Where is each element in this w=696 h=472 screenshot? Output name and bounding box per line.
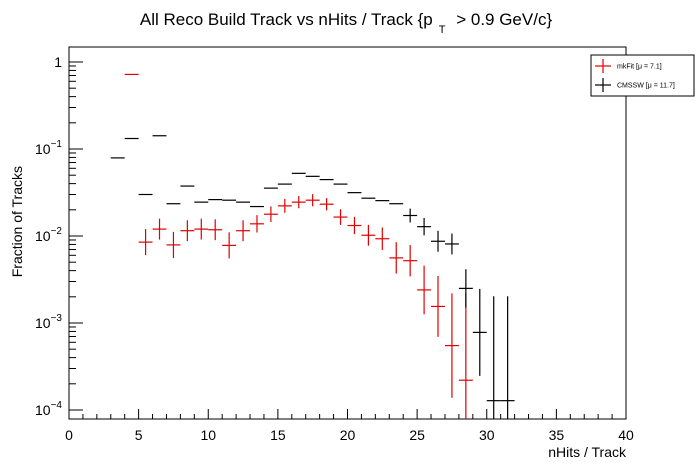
data-point	[152, 218, 167, 240]
data-point	[486, 296, 501, 419]
data-point	[319, 198, 334, 211]
data-point	[194, 218, 209, 240]
data-point	[417, 265, 432, 315]
data-point	[403, 245, 418, 277]
data-point	[500, 296, 515, 419]
data-point	[333, 209, 348, 225]
data-point	[431, 230, 445, 252]
data-point	[417, 217, 432, 236]
y-tick-label: 10−2	[35, 226, 62, 244]
data-point	[458, 269, 473, 308]
data-point	[180, 220, 195, 242]
data-point	[375, 227, 390, 251]
y-tick-label: 10−1	[35, 139, 62, 157]
data-point	[250, 215, 264, 233]
legend-entry-mkfit: mkFit [μ = 7.1]	[595, 59, 662, 73]
data-point	[222, 232, 237, 259]
legend-label: mkFit [μ = 7.1]	[617, 64, 662, 71]
legend-box	[590, 54, 695, 97]
data-series	[110, 73, 515, 419]
data-point	[403, 208, 418, 223]
x-axis-label: nHits / Track	[548, 444, 627, 460]
y-tick-label: 10−4	[35, 400, 62, 418]
plot-frame	[68, 46, 627, 420]
data-point	[305, 194, 320, 207]
data-point	[263, 206, 278, 223]
data-point	[389, 242, 404, 274]
x-tick-label: 20	[340, 427, 356, 443]
x-tick-labels: 0 5 10 15 20 25 30 35 40	[65, 427, 634, 443]
data-point	[431, 275, 445, 337]
data-point	[138, 229, 153, 256]
data-point	[458, 293, 473, 419]
data-point	[166, 231, 181, 258]
y-tick-label: 1	[54, 54, 62, 70]
data-point	[472, 288, 487, 376]
data-point	[277, 198, 292, 213]
legend-label: CMSSW [μ = 11.7]	[617, 83, 675, 90]
y-axis-label: Fraction of Tracks	[9, 166, 25, 277]
data-point	[347, 216, 362, 235]
x-tick-label: 25	[409, 427, 425, 443]
x-tick-label: 5	[135, 427, 143, 443]
legend: mkFit [μ = 7.1] CMSSW [μ = 11.7]	[590, 54, 695, 97]
x-tick-label: 0	[65, 427, 73, 443]
y-tick-labels: 1 10−1 10−2 10−3 10−4	[35, 54, 62, 418]
data-point	[444, 293, 459, 398]
legend-entry-cmssw: CMSSW [μ = 11.7]	[595, 78, 675, 92]
data-point	[361, 224, 376, 246]
y-tick-label: 10−3	[35, 313, 62, 331]
series-mkfit	[124, 73, 473, 419]
data-point	[236, 220, 251, 242]
x-tick-label: 15	[270, 427, 286, 443]
data-point	[291, 196, 306, 209]
axis-ticks	[68, 61, 627, 419]
x-tick-label: 40	[618, 427, 634, 443]
x-tick-label: 10	[200, 427, 216, 443]
chart-title: All Reco Build Track vs nHits / Track {p…	[140, 10, 553, 36]
series-cmssw	[110, 135, 515, 419]
data-point	[208, 219, 223, 241]
x-tick-label: 35	[549, 427, 565, 443]
x-tick-label: 30	[479, 427, 495, 443]
data-point	[444, 233, 459, 255]
